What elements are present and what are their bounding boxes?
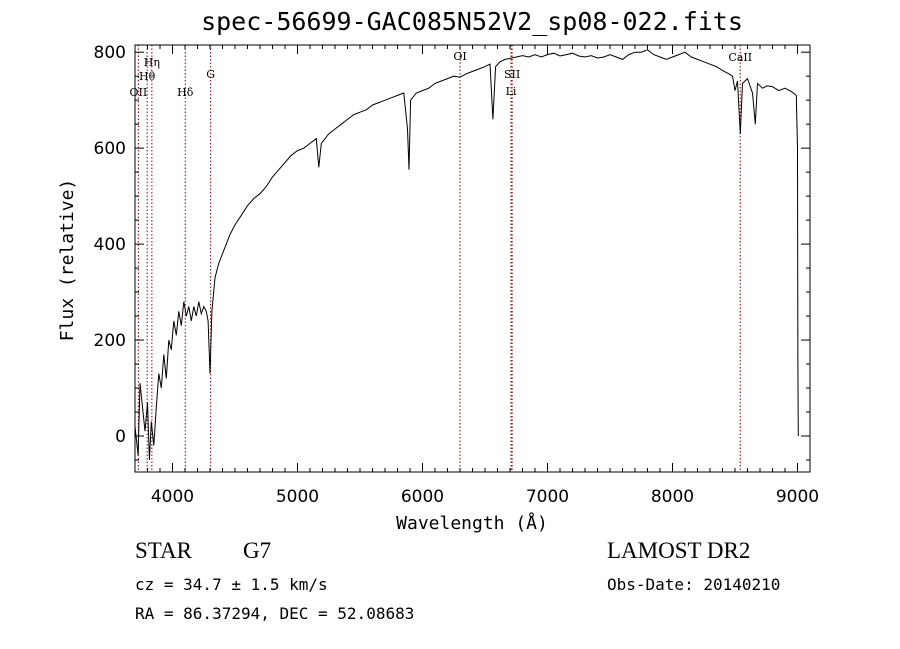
spectrum-series-line: [134, 49, 799, 461]
x-axis-label: Wavelength (Å): [396, 512, 548, 534]
x-tick-label: 9000: [776, 487, 819, 507]
axis-ticks: [135, 45, 811, 472]
x-tick-label: 7000: [526, 487, 569, 507]
line-label-5: OI: [453, 50, 466, 63]
x-tick-label: 8000: [651, 487, 694, 507]
redshift-cz: cz = 34.7 ± 1.5 km/s: [135, 575, 328, 594]
line-label-1: Hθ: [139, 70, 156, 83]
object-class: STAR: [135, 538, 193, 563]
x-tick-label: 5000: [276, 487, 319, 507]
chart-title: spec-56699-GAC085N52V2_sp08-022.fits: [201, 7, 743, 36]
line-label-7: Li: [506, 85, 517, 98]
y-tick-labels: 0 200 400 600 800: [94, 43, 126, 447]
y-tick-label: 200: [94, 331, 126, 351]
line-label-8: CaII: [728, 51, 752, 64]
survey-name: LAMOST DR2: [607, 538, 750, 563]
y-tick-label: 0: [115, 427, 126, 447]
line-label-4: G: [206, 68, 215, 81]
x-tick-labels: 4000 5000 6000 7000 8000 9000: [151, 487, 819, 507]
x-tick-label: 6000: [401, 487, 444, 507]
y-tick-label: 600: [94, 139, 126, 159]
y-axis-label: Flux (relative): [57, 179, 78, 342]
plot-frame: [134, 44, 811, 473]
line-label-6: SII: [504, 68, 520, 81]
y-tick-label: 800: [94, 43, 126, 63]
line-label-0: Hη: [144, 56, 160, 69]
plot-area: [134, 44, 811, 473]
line-label-3: Hδ: [177, 86, 194, 99]
line-label-2: OII: [130, 86, 148, 99]
object-subclass: G7: [243, 538, 271, 563]
spectral-line-markers: [137, 45, 741, 472]
x-tick-label: 4000: [151, 487, 194, 507]
observation-date: Obs-Date: 20140210: [607, 575, 780, 594]
ra-dec-coordinates: RA = 86.37294, DEC = 52.08683: [135, 604, 414, 623]
y-tick-label: 400: [94, 235, 126, 255]
